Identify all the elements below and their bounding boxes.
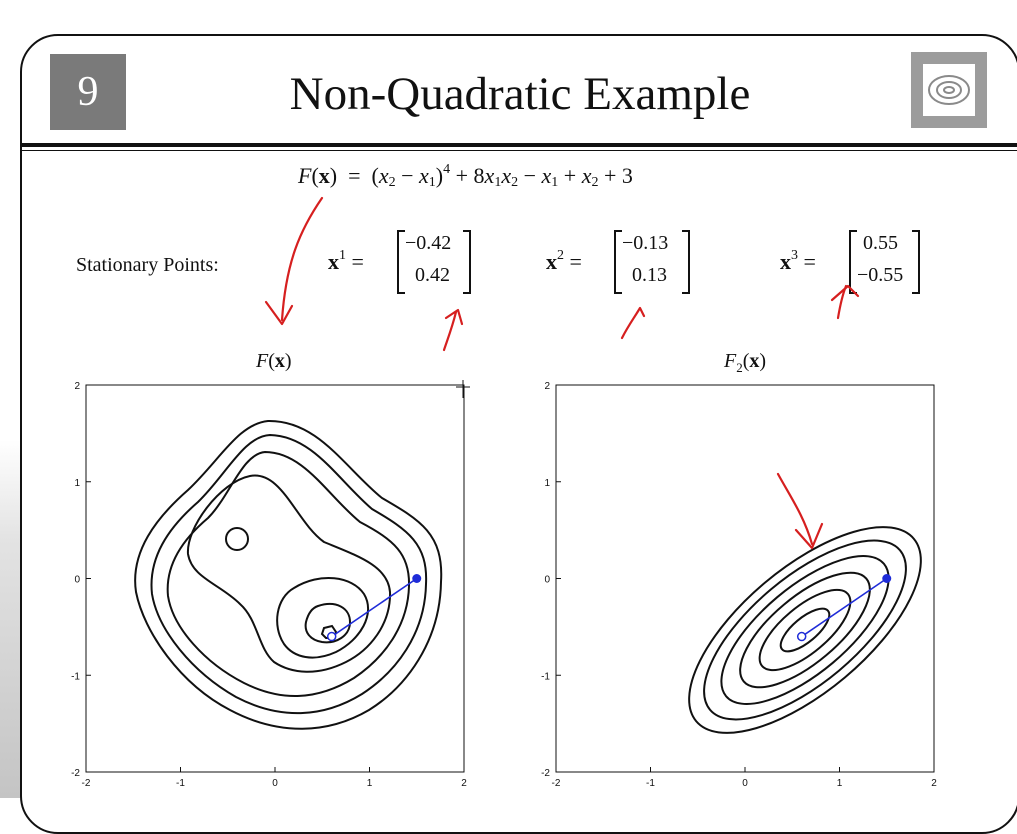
y-tick-label: -2 (71, 768, 80, 779)
trajectory-line (801, 577, 888, 638)
point-3-name: x3 = (780, 248, 816, 274)
y-tick-label: 2 (74, 381, 80, 392)
contour-line (304, 603, 352, 644)
annotation-arrow-F (280, 196, 324, 322)
point-1-bracket-right (463, 230, 471, 294)
y-tick-label: 0 (544, 575, 550, 586)
slide-title: Non-Quadratic Example (289, 68, 751, 120)
contour-line (276, 577, 370, 659)
contour-line (758, 588, 852, 672)
title-rule-thick (20, 143, 1017, 147)
trajectory-end-point (326, 631, 337, 642)
objective-equation: F(x) = (x2 − x1)4 + 8x1x2 − x1 + x2 + 3 (298, 162, 633, 190)
annotation-arrow-F-head (264, 300, 294, 326)
trajectory-start-point (882, 574, 892, 583)
point-1-name: x1 = (328, 248, 364, 274)
y-tick-label: 2 (544, 381, 550, 392)
x-tick-label: -1 (176, 778, 185, 789)
annotation-arrow-x1 (442, 308, 464, 352)
point-1-v1: −0.42 (405, 232, 452, 254)
contour-line (703, 539, 907, 721)
x-tick-label: 2 (461, 778, 467, 789)
y-tick-label: 1 (544, 478, 550, 489)
point-2-bracket-right (682, 230, 690, 294)
contour-line (779, 607, 831, 653)
point-2-v2: 0.13 (632, 264, 667, 286)
contour-plot-F2: -2 -1 0 1 2 -2 -1 0 1 2 (541, 381, 937, 789)
plot-1-title: F(x) (256, 350, 292, 372)
trajectory-end-point (796, 631, 807, 642)
handwritten-annotations (264, 196, 860, 550)
annotation-arrow-x2 (620, 306, 646, 340)
y-tick-label: -1 (71, 671, 80, 682)
contour-plot-F: -2 -1 0 1 2 -2 -1 0 1 2 (71, 380, 470, 789)
x-tick-label: -2 (552, 778, 561, 789)
stationary-points-label: Stationary Points: (76, 254, 219, 276)
x-tick-label: 1 (837, 778, 843, 789)
slide-number: 9 (50, 54, 126, 130)
contour-line (739, 571, 871, 689)
y-tick-label: 0 (74, 575, 80, 586)
x-tick-label: 0 (742, 778, 748, 789)
point-3-bracket-right (912, 230, 920, 294)
annotation-arrow-x3 (830, 284, 860, 320)
point-3-bracket-left (849, 230, 857, 294)
point-2-bracket-left (614, 230, 622, 294)
point-1-bracket-left (397, 230, 405, 294)
point-2-v1: −0.13 (622, 232, 669, 254)
y-tick-label: -1 (541, 671, 550, 682)
x-tick-label: -1 (646, 778, 655, 789)
contour-line (225, 527, 249, 551)
plot-2-title: F2(x) (724, 350, 767, 375)
point-1-v2: 0.42 (415, 264, 450, 286)
contour-line (134, 419, 443, 730)
title-rule-thin (20, 150, 1017, 151)
annotation-arrow-F2 (776, 472, 824, 550)
trajectory-line (331, 577, 418, 638)
contour-line (186, 474, 392, 673)
plot-1-contours (134, 419, 443, 730)
x-tick-label: 2 (931, 778, 937, 789)
x-tick-label: 1 (367, 778, 373, 789)
y-tick-label: -2 (541, 768, 550, 779)
x-tick-label: -2 (82, 778, 91, 789)
point-3-v2: −0.55 (857, 264, 904, 286)
target-icon (928, 75, 970, 105)
point-3-v1: 0.55 (863, 232, 898, 254)
contour-line (688, 526, 922, 734)
contour-line (150, 433, 428, 715)
plot-1-axes-box (85, 384, 465, 773)
contour-line (720, 555, 890, 705)
plot-2-contours (688, 526, 922, 734)
logo-icon (911, 52, 987, 128)
trajectory-start-point (412, 574, 422, 583)
point-2-name: x2 = (546, 248, 582, 274)
x-tick-label: 0 (272, 778, 278, 789)
plot-2-axes-box (555, 384, 935, 773)
y-tick-label: 1 (74, 478, 80, 489)
